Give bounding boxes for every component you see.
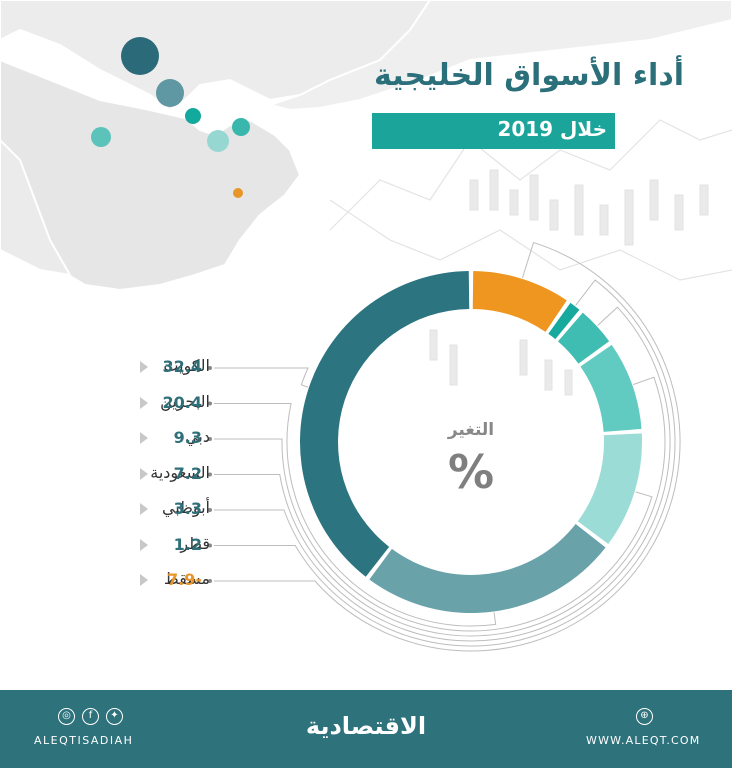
legend-value: 7.2 xyxy=(173,463,202,483)
donut-slice xyxy=(548,302,580,340)
legend-arrow-icon xyxy=(140,574,148,586)
website-link[interactable]: WWW.ALEQT.COM xyxy=(586,734,701,747)
leader-line xyxy=(214,438,653,632)
brand-logo: الاقتصادية xyxy=(305,712,427,740)
social-handle[interactable]: ALEQTISADIAH xyxy=(34,734,134,747)
map-dot-bahrain xyxy=(156,79,184,107)
legend-label: أبوظبي xyxy=(161,498,210,517)
leader-line xyxy=(214,306,671,642)
donut-slice xyxy=(299,271,470,577)
legend-arrow-icon xyxy=(140,396,148,409)
legend-label: مسقط xyxy=(163,569,210,588)
legend-item: البحرين 20.4 xyxy=(40,392,210,416)
legend-arrow-icon xyxy=(140,503,148,515)
legend-item: دبي 9.3 xyxy=(40,427,210,451)
land-iran xyxy=(266,0,732,112)
legend-arrow-icon xyxy=(140,538,148,551)
donut-slice xyxy=(580,344,642,432)
legend-value: 32.4 xyxy=(162,357,202,376)
donut-slice xyxy=(577,433,642,544)
legend-item: أبوظبي 3.3 xyxy=(40,498,210,522)
leader-dot xyxy=(208,508,212,512)
legend-label: السعودية xyxy=(150,462,210,482)
legend-item: الكويت 32.4 xyxy=(40,356,210,380)
legend-label: البحرين xyxy=(160,391,210,411)
map-dot-saudi xyxy=(91,127,111,147)
legend-label: قطر xyxy=(180,533,210,553)
leader-line xyxy=(214,367,309,388)
map-dot-abudhabi xyxy=(207,130,229,152)
chart-title: أداء الأسواق الخليجية xyxy=(374,58,684,93)
subtitle-bar: خلال 2019 xyxy=(372,113,615,149)
map-dot-dubai xyxy=(232,118,250,136)
legend-arrow-icon xyxy=(140,467,148,480)
social-icons: ◎ f ✦ xyxy=(58,708,124,728)
map-dot-kuwait xyxy=(121,37,159,75)
leader-dot xyxy=(208,579,212,583)
legend-arrow-icon xyxy=(140,432,148,444)
leader-dot xyxy=(208,543,212,548)
legend-value: 3.3 xyxy=(173,499,202,518)
leader-line xyxy=(214,241,681,652)
footer: ◎ f ✦ ALEQTISADIAH الاقتصادية ⊕ WWW.ALEQ… xyxy=(0,690,732,768)
donut-slice xyxy=(472,271,567,332)
legend-arrow-icon xyxy=(140,361,148,373)
legend-item: مسقط 7.9- xyxy=(40,569,210,593)
instagram-icon[interactable]: ◎ xyxy=(58,708,75,725)
center-label: التغير xyxy=(447,420,495,440)
leader-line xyxy=(214,376,666,637)
leader-dot xyxy=(208,437,212,441)
donut-chart xyxy=(208,241,681,652)
legend-item: قطر 1.2 xyxy=(40,534,210,558)
chart-subtitle: خلال 2019 xyxy=(497,117,607,141)
globe-icon[interactable]: ⊕ xyxy=(636,708,653,725)
legend-value: 7.9- xyxy=(167,570,202,589)
legend-item: السعودية 7.2 xyxy=(40,463,210,487)
leader-dot xyxy=(208,366,212,370)
legend-label: الكويت xyxy=(163,356,210,375)
legend-label: دبي xyxy=(185,427,210,446)
facebook-icon[interactable]: f xyxy=(82,708,99,725)
center-unit: % xyxy=(447,445,495,499)
map-dot-muscat xyxy=(233,188,243,198)
leader-line xyxy=(214,403,497,627)
legend-value: 20.4 xyxy=(162,392,202,412)
leader-line xyxy=(214,279,676,647)
leader-dot xyxy=(208,472,212,477)
legend-value: 1.2 xyxy=(173,534,202,554)
background-map xyxy=(0,0,732,396)
land-red-sea-coast xyxy=(0,138,72,277)
map-dot-qatar xyxy=(185,108,201,124)
donut-slice xyxy=(557,312,610,364)
twitter-icon[interactable]: ✦ xyxy=(106,708,123,725)
background-candlesticks xyxy=(329,119,732,396)
leader-dot xyxy=(208,401,212,406)
donut-slice xyxy=(369,524,606,613)
legend-value: 9.3 xyxy=(173,428,202,447)
